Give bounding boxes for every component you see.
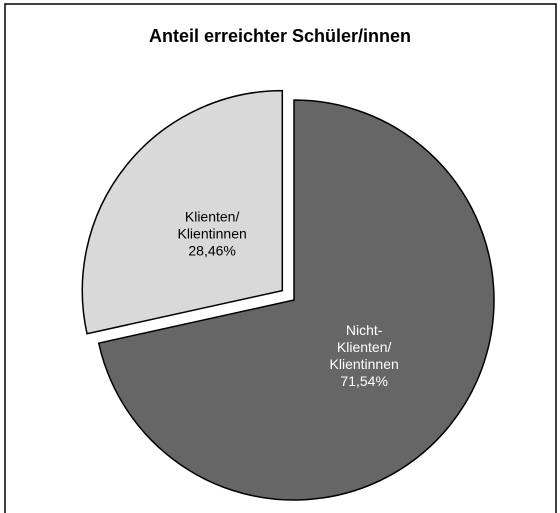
slice-label: Nicht- Klienten/ Klientinnen 71,54%: [330, 322, 399, 390]
slice-value: 28,46%: [188, 242, 236, 259]
slice-category: Klienten/ Klientinnen: [177, 208, 247, 242]
slice-label: Klienten/ Klientinnen 28,46%: [177, 209, 246, 260]
pie-slice: [97, 99, 495, 501]
slice-category: Nicht- Klienten/ Klientinnen: [329, 322, 399, 373]
chart-title: Anteil erreichter Schüler/innen: [148, 26, 412, 46]
frame: [4, 3, 557, 513]
slice-value: 71,54%: [340, 373, 388, 390]
pie-slice: [81, 89, 284, 335]
